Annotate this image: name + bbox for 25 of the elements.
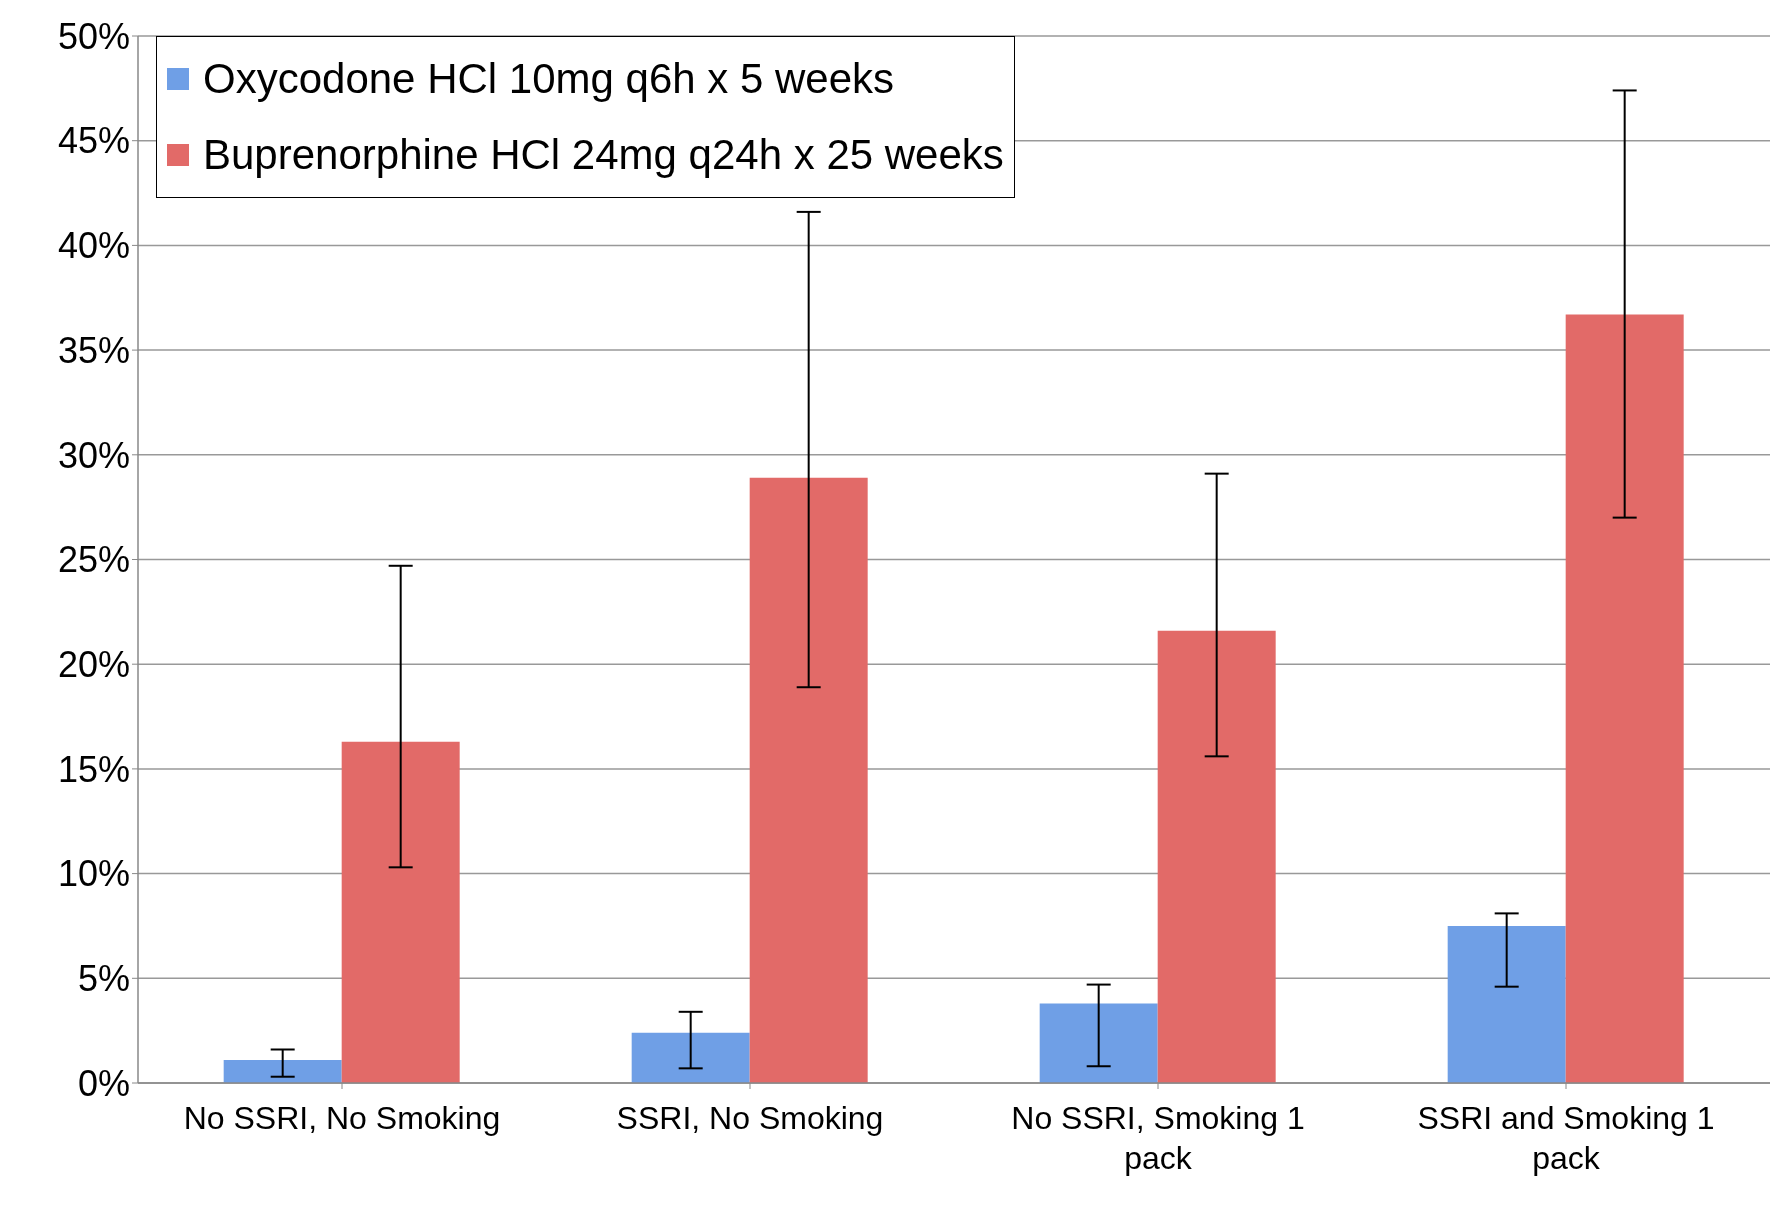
y-tick-label: 45% bbox=[57, 120, 130, 162]
bar bbox=[1565, 314, 1684, 1083]
x-tick-label: No SSRI, No Smoking bbox=[183, 1100, 501, 1136]
y-tick-label: 15% bbox=[57, 748, 130, 790]
legend-label: Oxycodone HCl 10mg q6h x 5 weeks bbox=[203, 55, 895, 103]
y-tick-label: 5% bbox=[77, 958, 130, 1000]
bar bbox=[223, 1059, 342, 1083]
y-tick-label: 0% bbox=[77, 1062, 130, 1104]
y-tick-label: 20% bbox=[57, 643, 130, 685]
y-tick-label: 35% bbox=[57, 329, 130, 371]
bar bbox=[749, 477, 868, 1083]
y-tick-label: 30% bbox=[57, 434, 130, 476]
x-tick-label: SSRI, No Smoking bbox=[616, 1100, 884, 1136]
bar bbox=[1157, 630, 1276, 1083]
bar bbox=[631, 1032, 750, 1083]
legend-label: Buprenorphine HCl 24mg q24h x 25 weeks bbox=[203, 131, 1004, 179]
y-tick-label: 40% bbox=[57, 225, 130, 267]
bar bbox=[1039, 1003, 1158, 1083]
y-tick-label: 25% bbox=[57, 539, 130, 581]
bar bbox=[341, 741, 460, 1083]
y-tick-label: 10% bbox=[57, 853, 130, 895]
x-tick-label: No SSRI, Smoking 1 pack bbox=[1011, 1100, 1305, 1176]
bar bbox=[1447, 925, 1566, 1083]
y-tick-label: 50% bbox=[57, 15, 130, 57]
x-tick-label: SSRI and Smoking 1 pack bbox=[1417, 1100, 1715, 1176]
